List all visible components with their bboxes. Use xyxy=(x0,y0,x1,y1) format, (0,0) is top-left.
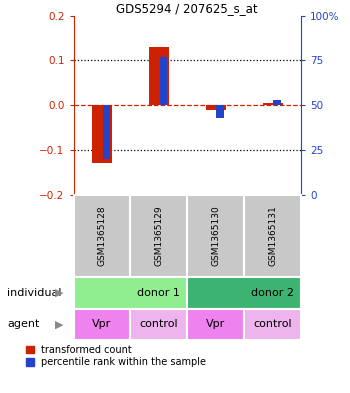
Bar xyxy=(244,309,301,340)
Text: GSM1365131: GSM1365131 xyxy=(268,206,277,266)
Text: individual: individual xyxy=(7,288,62,298)
Legend: transformed count, percentile rank within the sample: transformed count, percentile rank withi… xyxy=(26,345,206,367)
Text: ▶: ▶ xyxy=(55,319,63,329)
Bar xyxy=(74,195,130,277)
Bar xyxy=(187,277,301,309)
Text: donor 2: donor 2 xyxy=(251,288,294,298)
Bar xyxy=(92,105,112,163)
Bar xyxy=(74,309,130,340)
Text: control: control xyxy=(253,319,292,329)
Bar xyxy=(74,277,187,309)
Bar xyxy=(273,100,281,105)
Bar xyxy=(216,105,224,118)
Bar xyxy=(149,47,169,105)
Text: agent: agent xyxy=(7,319,39,329)
Title: GDS5294 / 207625_s_at: GDS5294 / 207625_s_at xyxy=(117,2,258,15)
Bar xyxy=(130,195,187,277)
Text: GSM1365128: GSM1365128 xyxy=(97,206,106,266)
Bar xyxy=(103,105,110,159)
Bar xyxy=(262,103,282,105)
Text: Vpr: Vpr xyxy=(206,319,225,329)
Text: GSM1365129: GSM1365129 xyxy=(154,206,163,266)
Text: ▶: ▶ xyxy=(55,288,63,298)
Bar xyxy=(130,309,187,340)
Bar xyxy=(187,309,244,340)
Text: GSM1365130: GSM1365130 xyxy=(211,206,220,266)
Bar xyxy=(187,195,244,277)
Text: donor 1: donor 1 xyxy=(137,288,180,298)
Bar xyxy=(206,105,226,110)
Bar xyxy=(160,57,167,105)
Text: control: control xyxy=(140,319,178,329)
Bar xyxy=(244,195,301,277)
Text: Vpr: Vpr xyxy=(92,319,112,329)
